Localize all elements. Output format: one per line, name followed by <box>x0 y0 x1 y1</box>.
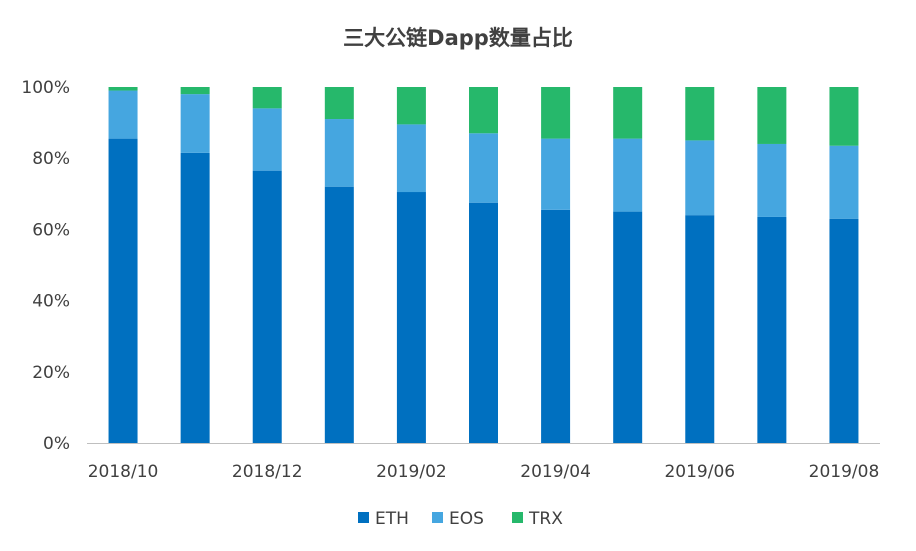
y-tick-label: 80% <box>32 149 70 169</box>
y-tick-label: 100% <box>21 78 70 98</box>
legend-label-trx: TRX <box>528 509 563 529</box>
y-tick-label: 20% <box>32 363 70 383</box>
bar-eos-2 <box>252 108 282 171</box>
bar-trx-3 <box>324 87 354 120</box>
y-tick-label: 40% <box>32 292 70 312</box>
bar-trx-9 <box>757 87 787 144</box>
bar-trx-7 <box>613 87 643 139</box>
bar-eth-5 <box>469 202 498 443</box>
y-tick-label: 60% <box>32 220 70 240</box>
bar-trx-0 <box>108 87 138 91</box>
bar-trx-10 <box>829 87 859 146</box>
bar-eth-3 <box>324 186 354 443</box>
bar-eos-3 <box>324 119 354 187</box>
bar-eos-6 <box>541 138 571 210</box>
bar-trx-8 <box>685 87 715 141</box>
x-tick-label: 2018/12 <box>232 462 303 482</box>
bar-trx-6 <box>541 87 571 139</box>
x-axis-ticks: 2018/10 2018/12 2019/02 2019/04 2019/06 2019/… <box>88 462 880 482</box>
y-axis-ticks: 0% 20% 40% 60% 80% 100% <box>21 78 70 454</box>
bar-eos-0 <box>108 90 138 139</box>
bar-eth-6 <box>541 209 571 443</box>
bar-eos-10 <box>829 145 859 219</box>
bar-eos-1 <box>180 94 210 153</box>
y-tick-label: 0% <box>43 434 70 454</box>
bar-eth-2 <box>252 170 282 443</box>
x-tick-label: 2019/06 <box>664 462 735 482</box>
legend-swatch-eth <box>358 512 369 523</box>
bar-eth-8 <box>685 215 715 443</box>
x-tick-label: 2019/04 <box>520 462 591 482</box>
bar-eos-7 <box>613 138 643 212</box>
bar-eos-8 <box>685 140 715 216</box>
x-tick-label: 2019/02 <box>376 462 447 482</box>
legend-label-eos: EOS <box>449 509 484 529</box>
bar-eth-4 <box>396 192 426 443</box>
x-tick-label: 2018/10 <box>88 462 159 482</box>
bar-eos-5 <box>469 133 498 203</box>
bars-group <box>108 87 859 444</box>
bar-trx-4 <box>396 87 426 125</box>
legend-swatch-eos <box>432 512 443 523</box>
bar-eth-0 <box>108 138 138 443</box>
x-tick-label: 2019/08 <box>809 462 880 482</box>
chart-title: 三大公链Dapp数量占比 <box>343 26 573 50</box>
legend: ETH EOS TRX <box>358 509 563 529</box>
bar-eth-9 <box>757 216 787 443</box>
bar-eth-10 <box>829 218 859 443</box>
legend-label-eth: ETH <box>375 509 409 529</box>
bar-eos-4 <box>396 124 426 193</box>
bar-eos-9 <box>757 143 787 217</box>
legend-swatch-trx <box>512 512 523 523</box>
bar-trx-1 <box>180 87 210 95</box>
bar-trx-2 <box>252 87 282 109</box>
bar-eth-1 <box>180 152 210 444</box>
bar-eth-7 <box>613 211 643 443</box>
bar-trx-5 <box>469 87 498 134</box>
